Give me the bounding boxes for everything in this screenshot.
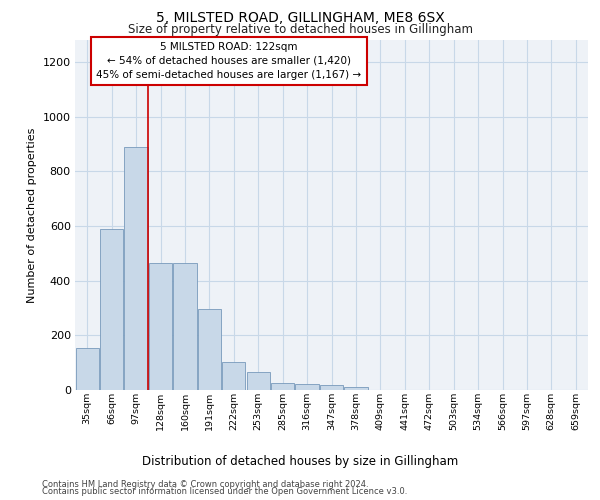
Bar: [124, 146, 148, 390]
Bar: [344, 388, 368, 390]
Bar: [76, 348, 99, 390]
Y-axis label: Number of detached properties: Number of detached properties: [27, 128, 37, 302]
Bar: [222, 362, 245, 390]
Bar: [198, 310, 221, 390]
Text: 5, MILSTED ROAD, GILLINGHAM, ME8 6SX: 5, MILSTED ROAD, GILLINGHAM, ME8 6SX: [155, 11, 445, 25]
Bar: [271, 383, 294, 390]
Bar: [320, 384, 343, 390]
Text: Contains HM Land Registry data © Crown copyright and database right 2024.: Contains HM Land Registry data © Crown c…: [42, 480, 368, 489]
Text: Size of property relative to detached houses in Gillingham: Size of property relative to detached ho…: [128, 22, 473, 36]
Bar: [149, 263, 172, 390]
Bar: [100, 228, 123, 390]
Bar: [247, 372, 270, 390]
Bar: [295, 384, 319, 390]
Text: Contains public sector information licensed under the Open Government Licence v3: Contains public sector information licen…: [42, 487, 407, 496]
Text: Distribution of detached houses by size in Gillingham: Distribution of detached houses by size …: [142, 454, 458, 468]
Bar: [173, 263, 197, 390]
Text: 5 MILSTED ROAD: 122sqm
← 54% of detached houses are smaller (1,420)
45% of semi-: 5 MILSTED ROAD: 122sqm ← 54% of detached…: [97, 42, 361, 80]
